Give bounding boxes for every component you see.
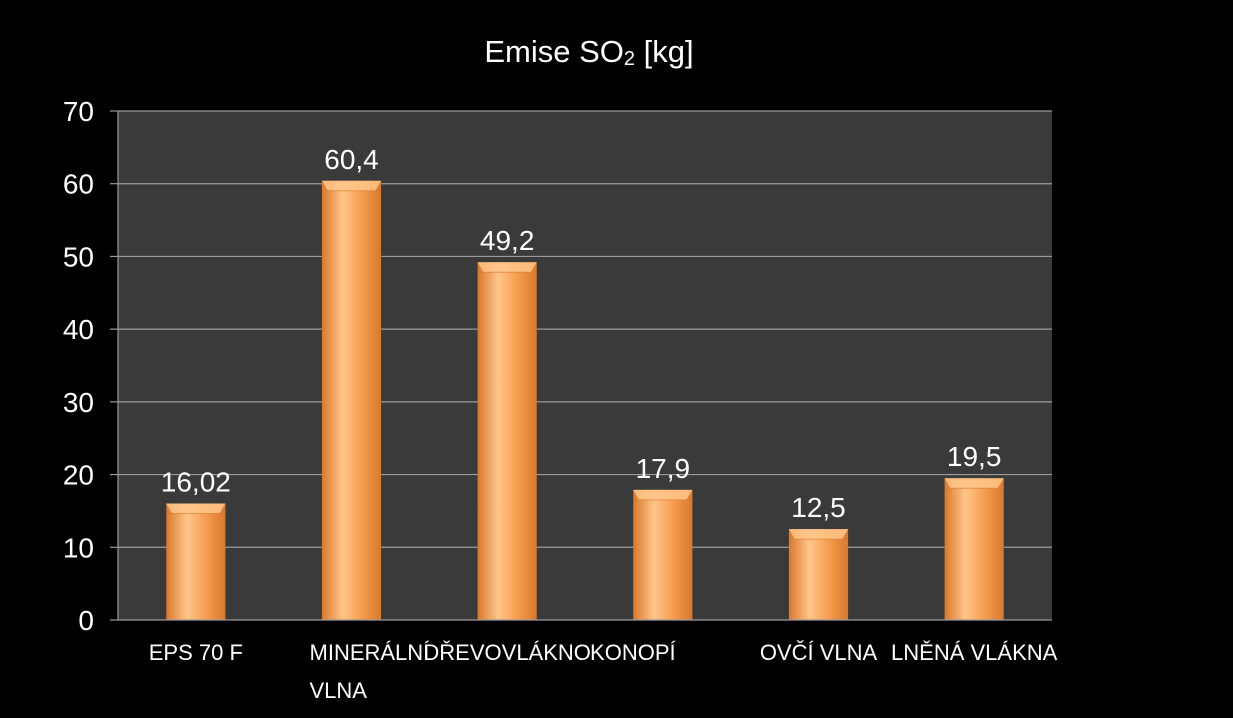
bar-bevel bbox=[321, 180, 382, 191]
x-axis: EPS 70 F MINERÁLNÍ VLNA DŘEVOVLÁKNO KONOPÍ OV… bbox=[118, 619, 1058, 703]
x-tick-label: KONOPÍ bbox=[590, 640, 676, 665]
title-subscript: 2 bbox=[624, 48, 635, 70]
bar bbox=[633, 489, 693, 620]
data-label: 17,9 bbox=[636, 453, 691, 484]
bar-bevel bbox=[944, 478, 1004, 489]
y-tick-label: 30 bbox=[63, 387, 94, 418]
y-tick-label: 0 bbox=[78, 605, 94, 636]
bar bbox=[166, 503, 226, 620]
data-label: 60,4 bbox=[324, 144, 379, 175]
bar-body bbox=[944, 478, 1004, 620]
data-label: 16,02 bbox=[161, 467, 231, 498]
plot-area bbox=[118, 111, 1052, 620]
bar bbox=[321, 180, 382, 620]
y-tick-label: 70 bbox=[63, 96, 94, 127]
bar-body bbox=[321, 180, 382, 620]
x-tick-label: MINERÁLNÍ VLNA bbox=[310, 640, 431, 703]
y-tick-label: 60 bbox=[63, 169, 94, 200]
y-tick-label: 20 bbox=[63, 460, 94, 491]
title-unit: [kg] bbox=[635, 34, 694, 69]
x-tick-label: EPS 70 F bbox=[149, 640, 243, 665]
bars bbox=[166, 180, 1004, 620]
y-tick-label: 10 bbox=[63, 532, 94, 563]
bar bbox=[477, 262, 537, 620]
y-tick-label: 40 bbox=[63, 314, 94, 345]
x-tick-label: LNĚNÁ VLÁKNA bbox=[891, 640, 1058, 665]
data-label: 49,2 bbox=[480, 225, 535, 256]
data-label: 19,5 bbox=[947, 441, 1002, 472]
gridlines bbox=[118, 110, 1052, 548]
bar-bevel bbox=[788, 529, 849, 540]
chart-title: Emise SO2 [kg] bbox=[484, 34, 693, 70]
bar-body bbox=[477, 262, 537, 620]
bar-bevel bbox=[166, 503, 226, 514]
data-label: 12,5 bbox=[791, 492, 846, 523]
title-main: Emise SO bbox=[484, 34, 624, 69]
bar-bevel bbox=[633, 489, 693, 500]
x-tick-label: DŘEVOVLÁKNO bbox=[423, 640, 591, 665]
x-tick-label-line: MINERÁLNÍ bbox=[310, 640, 431, 665]
bar bbox=[788, 529, 849, 620]
bar-body bbox=[633, 489, 693, 620]
x-tick-label: OVČÍ VLNA bbox=[760, 640, 878, 665]
data-labels: 16,02 60,4 49,2 17,9 12,5 19,5 bbox=[161, 144, 1002, 523]
bar-body bbox=[788, 529, 849, 620]
y-tick-label: 50 bbox=[63, 241, 94, 272]
bar-bevel bbox=[477, 262, 537, 273]
y-axis: 0 10 20 30 40 50 60 70 bbox=[63, 96, 119, 636]
x-tick-label-line: VLNA bbox=[310, 678, 368, 703]
bar bbox=[944, 478, 1004, 620]
bar-body bbox=[166, 503, 226, 620]
